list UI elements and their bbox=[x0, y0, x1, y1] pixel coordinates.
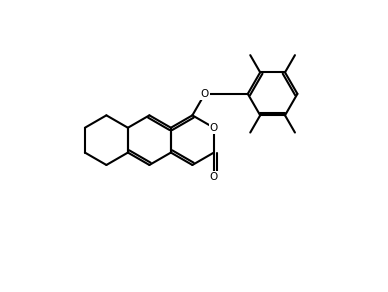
Text: O: O bbox=[210, 172, 218, 182]
Text: O: O bbox=[201, 89, 209, 99]
Text: O: O bbox=[210, 123, 218, 133]
